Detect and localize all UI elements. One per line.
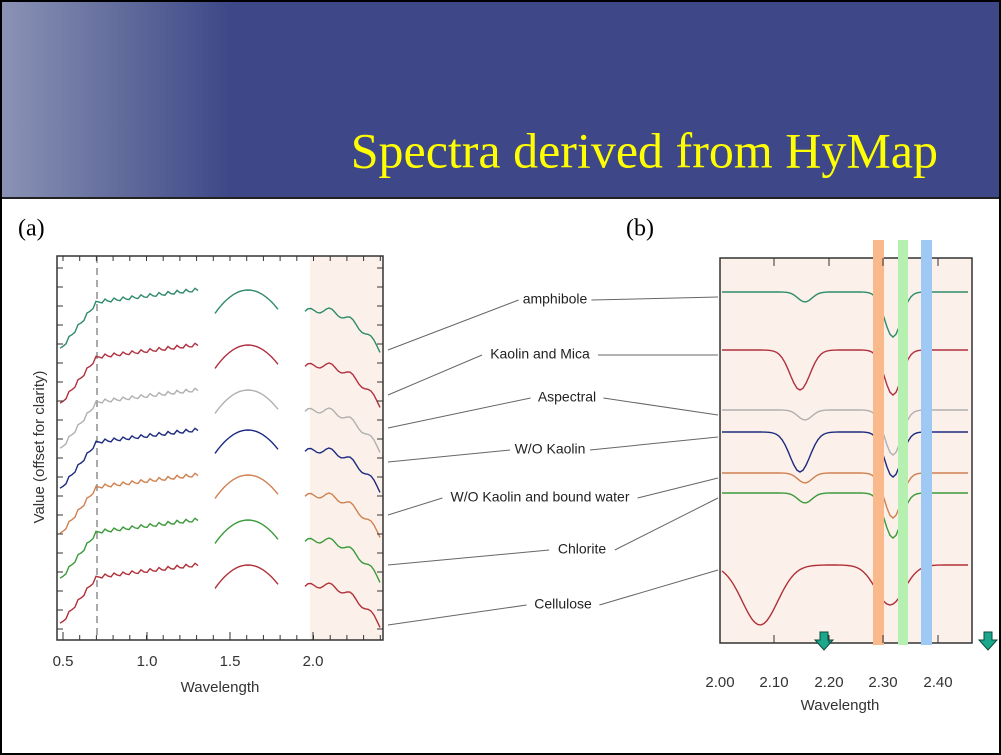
arrow-icon [977,631,999,651]
connector [387,299,519,351]
spectrum-line [59,387,199,449]
x-tick-label: 2.00 [705,674,734,691]
x-tick-label: 1.0 [137,653,158,670]
panel-label: (a) [18,216,45,242]
connector [603,397,719,416]
plot-frame [719,257,973,644]
x-tick-label: 2.10 [759,674,788,691]
y-axis-label: Value (offset for clarity) [31,371,48,524]
plot-frame [56,255,384,641]
spectrum-line [59,287,199,349]
connector [591,296,719,301]
plot-background [720,258,972,643]
spectrum-line [214,429,279,454]
connector [387,549,550,566]
spectrum-label: Aspectral [538,389,596,405]
spectrum-line [214,519,279,544]
band-marker [921,240,932,645]
spectrum-line [304,447,381,493]
x-tick-label: 2.0 [303,653,324,670]
spectrum-line [304,537,381,583]
band-marker [898,240,908,645]
panel-label: (b) [626,216,654,242]
header-image [0,0,230,198]
highlight-region [310,256,383,640]
spectrum-line [304,407,381,453]
spectrum-label: W/O Kaolin and bound water [451,489,630,505]
x-axis-label: Wavelength [181,679,260,696]
connector [387,497,443,516]
spectrum-label: Chlorite [558,541,606,557]
spectrum-label: amphibole [523,291,588,307]
spectrum-line [59,472,199,534]
x-tick-label: 1.5 [220,653,241,670]
spectrum-line [59,562,199,624]
x-tick-label: 2.40 [923,674,952,691]
connector [387,354,483,396]
band-marker [873,240,884,645]
connector [599,569,719,606]
connector [387,449,511,463]
spectrum-label: W/O Kaolin [515,441,586,457]
spectrum-line [214,389,279,414]
spectrum-line [214,344,279,369]
x-axis-label: Wavelength [801,697,880,714]
x-tick-label: 0.5 [53,653,74,670]
spectrum-line [304,492,381,538]
spectrum-line [214,289,279,314]
spectrum-line [59,427,199,489]
spectrum-line [304,362,381,408]
spectrum-label: Cellulose [534,596,592,612]
connector [387,604,527,626]
connector [614,497,719,551]
spectrum-line [304,582,381,628]
slide-title: Spectra derived from HyMap [351,122,938,178]
connector [589,436,719,451]
spectrum-line [59,517,199,579]
arrow-icon [813,631,835,651]
spectrum-line [304,307,381,353]
connector [387,397,531,429]
connector [637,477,719,499]
x-tick-label: 2.20 [814,674,843,691]
spectrum-line [214,564,279,589]
x-tick-label: 2.30 [868,674,897,691]
spectrum-label: Kaolin and Mica [490,346,590,362]
spectrum-line [214,474,279,499]
spectrum-line [59,342,199,404]
